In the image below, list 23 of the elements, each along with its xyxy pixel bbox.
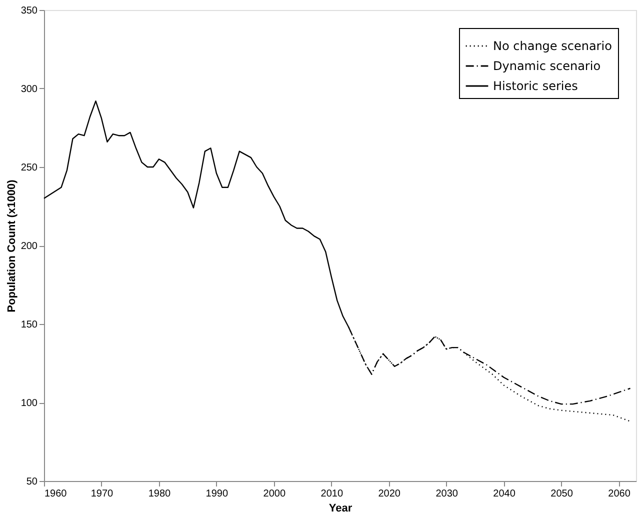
x-tick-label: 1960: [44, 488, 68, 500]
legend-label: No change scenario: [493, 39, 612, 53]
y-tick-label: 100: [20, 398, 38, 409]
x-tick-label: 2060: [608, 488, 631, 500]
x-axis-title: Year: [328, 502, 353, 514]
y-tick-label: 350: [20, 6, 38, 16]
x-tick-label: 2040: [493, 488, 516, 500]
y-tick-label: 250: [20, 162, 38, 174]
y-axis-title: Population Count (x1000): [6, 179, 18, 312]
x-tick-label: 2010: [320, 488, 344, 500]
x-tick-label: 1990: [206, 488, 228, 500]
x-tick-label: 2030: [436, 488, 458, 500]
x-tick-label: 1980: [148, 488, 172, 500]
y-tick-label: 200: [20, 241, 38, 252]
x-tick-label: 2050: [550, 488, 574, 500]
y-tick-label: 300: [20, 84, 38, 95]
y-tick-label: 50: [26, 476, 38, 488]
legend-label: Dynamic scenario: [493, 59, 601, 73]
y-tick-label: 150: [20, 320, 38, 330]
x-tick-label: 2020: [378, 488, 401, 500]
x-tick-label: 1970: [90, 488, 114, 500]
legend-label: Historic series: [493, 79, 578, 93]
x-tick-label: 2000: [263, 488, 286, 500]
